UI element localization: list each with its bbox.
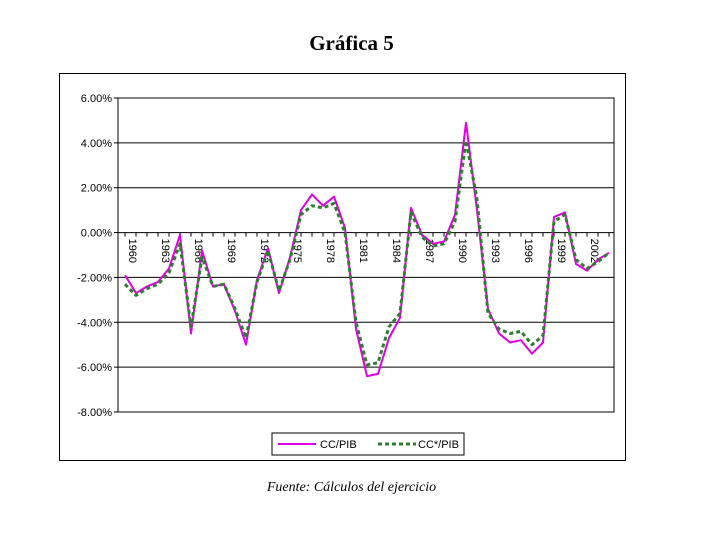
source-note: Fuente: Cálculos del ejercicio [266, 480, 437, 495]
series-line-cc-pib [124, 121, 610, 378]
plot-area [117, 97, 615, 413]
x-tick-label: 1975 [291, 239, 303, 263]
series-line-cc-pib [123, 139, 610, 367]
x-tick-label: 1960 [126, 239, 138, 263]
x-tick-label: 1987 [423, 239, 435, 263]
y-tick-label: 0.00% [81, 228, 112, 240]
y-tick-label: -6.00% [77, 362, 112, 374]
x-tick-label: 1996 [522, 239, 534, 263]
legend [271, 432, 465, 456]
x-tick-label: 1999 [555, 239, 567, 263]
y-tick-label: -8.00% [77, 407, 112, 419]
y-tick-label: 4.00% [81, 138, 112, 150]
x-tick-label: 1981 [357, 239, 369, 263]
legend-label-cc-star-pib: CC*/PIB [418, 439, 459, 451]
x-tick-label: 1984 [390, 239, 402, 263]
x-tick-label: 1990 [456, 239, 468, 263]
x-tick-label: 1963 [159, 239, 171, 263]
y-tick-label: 2.00% [81, 183, 112, 195]
x-tick-label: 2002 [588, 239, 600, 263]
x-tick-label: 1993 [489, 239, 501, 263]
y-tick-label: -4.00% [77, 317, 112, 329]
y-tick-label: -2.00% [77, 272, 112, 284]
legend-label-cc-pib: CC/PIB [320, 439, 357, 451]
chart-title: Gráfica 5 [309, 31, 394, 55]
x-tick-label: 1978 [324, 239, 336, 263]
chart-frame [59, 73, 626, 461]
y-tick-label: 6.00% [81, 93, 112, 105]
x-tick-label: 1972 [258, 239, 270, 263]
x-tick-label: 1969 [225, 239, 237, 263]
